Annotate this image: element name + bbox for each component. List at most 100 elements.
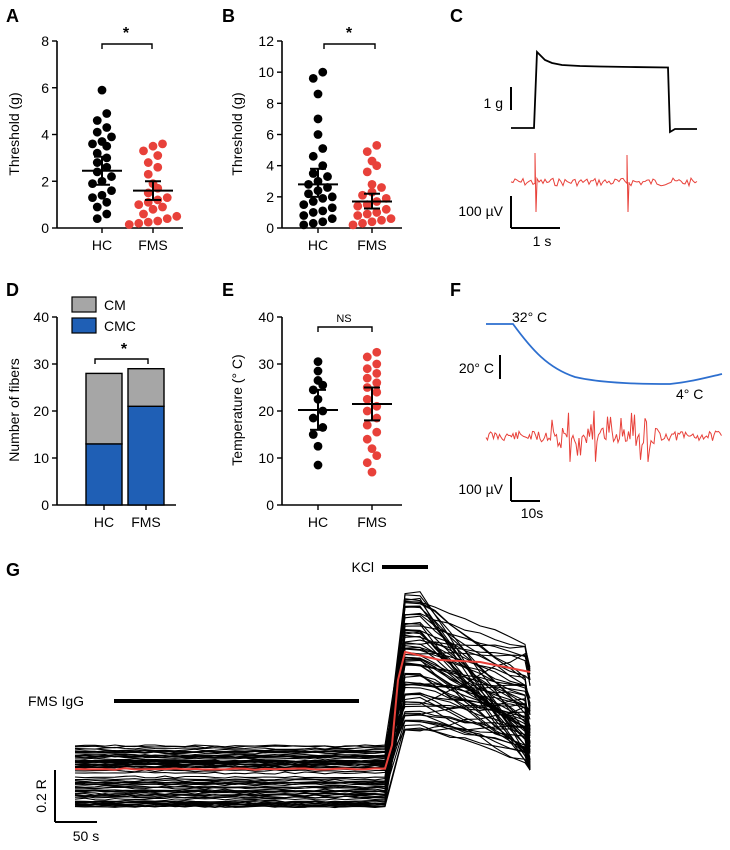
panel-a-data-point bbox=[143, 217, 153, 227]
panel-e-y-tick-label: 0 bbox=[266, 497, 274, 513]
panel-e-significance: NS bbox=[336, 313, 351, 325]
panel-e-data-point bbox=[372, 451, 382, 461]
panel-a-x-tick-label: HC bbox=[92, 237, 112, 253]
panel-b-y-axis-label: Threshold (g) bbox=[229, 92, 245, 175]
panel-a-data-point bbox=[139, 146, 148, 156]
panel-e-y-tick-label: 20 bbox=[258, 403, 274, 419]
legend-label-cm: CM bbox=[104, 297, 126, 313]
panel-e-y-tick-label: 40 bbox=[258, 309, 274, 325]
panel-b-y-tick-label: 6 bbox=[266, 127, 274, 143]
panel-e-data-point bbox=[362, 434, 372, 444]
panel-f-start-temp-label: 32° C bbox=[512, 309, 547, 325]
panel-g-cell-trace bbox=[74, 653, 531, 767]
panel-a-data-point bbox=[148, 204, 158, 214]
panel-letter-b: B bbox=[222, 6, 235, 26]
panel-e-data-point bbox=[367, 444, 377, 453]
panel-b-data-point bbox=[367, 217, 377, 227]
panel-b-data-point bbox=[308, 169, 318, 178]
panel-a-data-point bbox=[92, 214, 102, 224]
panel-d-y-tick-label: 10 bbox=[33, 450, 49, 466]
panel-b-data-point bbox=[348, 220, 358, 230]
panel-letter-f: F bbox=[450, 280, 461, 300]
panel-e-data-point bbox=[313, 376, 323, 385]
panel-a-y-tick-label: 0 bbox=[41, 220, 49, 236]
panel-e-data-point bbox=[372, 378, 382, 388]
panel-g-ratio-scale-label: 0.2 R bbox=[33, 779, 49, 812]
panel-c-time-scale-label: 1 s bbox=[533, 233, 552, 249]
panel-b-data-point bbox=[318, 193, 328, 203]
panel-a-data-point bbox=[97, 85, 107, 95]
panel-f-temperature-trace bbox=[486, 323, 723, 385]
panel-g-cell-trace bbox=[74, 657, 531, 767]
panel-letter-d: D bbox=[6, 280, 19, 300]
panel-e-data-point bbox=[362, 394, 372, 404]
panel-e-data-point bbox=[372, 369, 382, 378]
panel-b-data-point bbox=[327, 214, 337, 224]
panel-f-voltage-scale-label: 100 µV bbox=[458, 481, 503, 497]
panel-g-cell-trace bbox=[74, 673, 531, 785]
panel-e-data-point bbox=[372, 347, 382, 357]
panel-b-data-point bbox=[367, 179, 377, 189]
panel-b-data-point bbox=[299, 211, 309, 220]
panel-c-traces: 1 g 100 µV 1 s bbox=[458, 49, 698, 249]
panel-a-y-tick-label: 6 bbox=[41, 80, 49, 96]
panel-g-cell-traces bbox=[74, 591, 531, 809]
panel-b-data-point bbox=[299, 220, 309, 230]
panel-c-force-trace bbox=[511, 49, 697, 134]
panel-e-data-point bbox=[362, 352, 372, 362]
panel-a-data-point bbox=[107, 172, 116, 181]
panel-a-data-point bbox=[102, 153, 112, 163]
panel-b-data-point bbox=[377, 183, 386, 192]
panel-b-data-point bbox=[327, 203, 337, 213]
panel-g-cell-trace bbox=[74, 725, 531, 808]
panel-a-data-point bbox=[102, 123, 112, 132]
panel-a-data-point bbox=[153, 162, 163, 172]
panel-a-data-point bbox=[107, 186, 116, 196]
panel-b-data-point bbox=[323, 172, 332, 181]
panel-b-data-point bbox=[358, 218, 367, 228]
panel-f-traces: 32° C 4° C 20° C 100 µV 10s bbox=[458, 309, 723, 521]
panel-b-data-point bbox=[372, 208, 382, 217]
legend-swatch-cm bbox=[71, 296, 97, 313]
panel-g-cell-trace bbox=[74, 605, 531, 762]
panel-g-cell-trace bbox=[74, 720, 531, 786]
panel-b-x-tick-label: HC bbox=[308, 237, 328, 253]
panel-b-data-point bbox=[327, 192, 337, 202]
panel-d-bar-cmc bbox=[85, 443, 123, 506]
panel-e-data-point bbox=[372, 427, 382, 437]
panel-d-bar-cm bbox=[127, 368, 165, 408]
panel-d-y-tick-label: 40 bbox=[33, 309, 49, 325]
panel-g-cell-trace bbox=[74, 594, 531, 768]
panel-a-data-point bbox=[143, 169, 153, 179]
panel-f-end-temp-label: 4° C bbox=[676, 386, 703, 402]
panel-e-data-point bbox=[313, 441, 323, 451]
panel-e-data-point bbox=[308, 413, 318, 423]
panel-a-data-point bbox=[153, 151, 163, 160]
panel-b-data-point bbox=[313, 114, 323, 124]
panel-b-data-point bbox=[353, 211, 363, 220]
panel-b-data-point bbox=[358, 190, 367, 200]
panel-g-cell-trace bbox=[74, 724, 531, 793]
panel-d-legend: CM CMC bbox=[71, 296, 136, 334]
panel-g-cell-trace bbox=[74, 663, 531, 803]
panel-f-spike-trace bbox=[485, 410, 722, 462]
panel-g-cell-trace bbox=[74, 693, 531, 797]
panel-g-cell-trace bbox=[74, 673, 531, 783]
panel-b-y-tick-label: 12 bbox=[258, 33, 274, 49]
panel-a-data-point bbox=[134, 200, 144, 210]
panel-letter-e: E bbox=[222, 280, 234, 300]
panel-a-data-point bbox=[88, 139, 97, 149]
panel-b-significance-bracket bbox=[323, 43, 376, 49]
panel-e-data-point bbox=[313, 366, 323, 376]
panel-d-y-tick-label: 0 bbox=[41, 497, 49, 513]
panel-a-data-point bbox=[139, 209, 148, 219]
panel-g-cell-trace bbox=[74, 613, 531, 748]
panel-d-significance: * bbox=[121, 341, 128, 358]
panel-d-bar-cm bbox=[85, 372, 123, 445]
panel-b-data-point bbox=[308, 151, 318, 161]
panel-g-cell-trace bbox=[74, 597, 531, 771]
panel-e-significance-bracket bbox=[317, 326, 373, 332]
panel-a-data-point bbox=[158, 202, 167, 212]
panel-b-data-point bbox=[308, 218, 318, 228]
